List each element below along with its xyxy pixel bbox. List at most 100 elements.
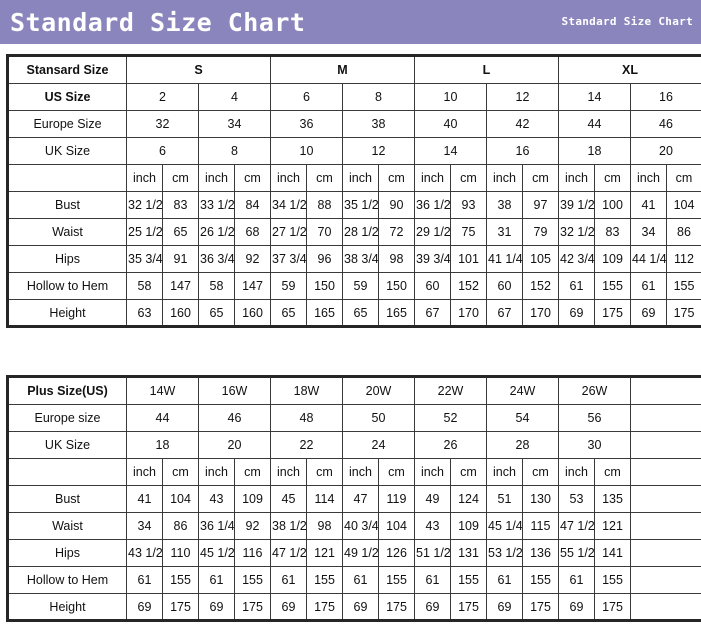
measurement-value: 155 (450, 566, 487, 594)
size-value: 12 (486, 83, 559, 111)
row-label-europe-size: Europe size (7, 404, 127, 432)
banner-subtitle: Standard Size Chart (561, 15, 693, 28)
measurement-value: 43 (414, 512, 451, 540)
unit-label-inch: inch (486, 164, 523, 192)
measurement-value: 150 (306, 272, 343, 300)
measurement-value: 104 (378, 512, 415, 540)
table-row: Waist 25 1/2 65 26 1/2 68 27 1/2 70 28 1/2 72 29 … (7, 218, 701, 246)
size-value: 36 (270, 110, 343, 138)
empty-trailing-cell (630, 376, 701, 405)
measurement-value: 49 (414, 485, 451, 513)
page-title: Standard Size Chart (10, 7, 306, 37)
size-value: 18 (558, 137, 631, 165)
measurement-value: 65 (342, 299, 379, 327)
measurement-value: 121 (594, 512, 631, 540)
row-label-waist: Waist (7, 218, 127, 246)
measurement-value: 155 (594, 566, 631, 594)
unit-label-inch: inch (270, 164, 307, 192)
measurement-value: 70 (306, 218, 343, 246)
measurement-value: 160 (234, 299, 271, 327)
measurement-value: 65 (162, 218, 199, 246)
measurement-value: 42 3/4 (558, 245, 595, 273)
measurement-value: 150 (378, 272, 415, 300)
measurement-value: 119 (378, 485, 415, 513)
measurement-value: 53 (558, 485, 595, 513)
size-group-L: L (414, 55, 559, 84)
plus-size-table: Plus Size(US) 14W 16W 18W 20W 22W 24W 26W Europe… (6, 375, 701, 622)
empty-trailing-cell (630, 566, 701, 594)
measurement-value: 61 (558, 566, 595, 594)
plus-size-14W: 14W (126, 376, 199, 405)
measurement-value: 67 (414, 299, 451, 327)
measurement-value: 69 (270, 593, 307, 621)
measurement-value: 44 1/4 (630, 245, 667, 273)
unit-label-cm: cm (594, 458, 631, 486)
size-value: 44 (126, 404, 199, 432)
measurement-value: 43 (198, 485, 235, 513)
measurement-value: 165 (306, 299, 343, 327)
measurement-value: 61 (270, 566, 307, 594)
measurement-value: 97 (522, 191, 559, 219)
size-value: 14 (558, 83, 631, 111)
measurement-value: 75 (450, 218, 487, 246)
measurement-value: 116 (234, 539, 271, 567)
measurement-value: 41 1/4 (486, 245, 523, 273)
unit-label-cm: cm (450, 458, 487, 486)
table-row: US Size 2 4 6 8 10 12 14 16 (7, 83, 701, 111)
empty-trailing-cell (630, 431, 701, 459)
measurement-value: 109 (234, 485, 271, 513)
unit-label-inch: inch (342, 458, 379, 486)
table-row: Height 63 160 65 160 65 165 65 165 67 170 67 170 69 17… (7, 299, 701, 327)
measurement-value: 110 (162, 539, 199, 567)
row-label-us-size: US Size (7, 83, 127, 111)
unit-label-inch: inch (486, 458, 523, 486)
measurement-value: 65 (270, 299, 307, 327)
size-value: 56 (558, 404, 631, 432)
size-value: 34 (198, 110, 271, 138)
measurement-value: 34 1/2 (270, 191, 307, 219)
measurement-value: 100 (594, 191, 631, 219)
unit-label-cm: cm (234, 458, 271, 486)
unit-label-inch: inch (342, 164, 379, 192)
unit-label-inch: inch (414, 458, 451, 486)
plus-size-22W: 22W (414, 376, 487, 405)
table-row: Height 69 175 69 175 69 175 69 175 69 175 69 175 69 17… (7, 593, 701, 621)
measurement-value: 61 (630, 272, 667, 300)
measurement-value: 59 (270, 272, 307, 300)
empty-trailing-cell (630, 593, 701, 621)
size-value: 46 (630, 110, 701, 138)
size-value: 12 (342, 137, 415, 165)
row-label-hollow-to-hem: Hollow to Hem (7, 566, 127, 594)
table-row: Bust 32 1/2 83 33 1/2 84 34 1/2 88 35 1/2 90 36 1… (7, 191, 701, 219)
size-value: 46 (198, 404, 271, 432)
row-label-waist: Waist (7, 512, 127, 540)
unit-label-cm: cm (522, 164, 559, 192)
measurement-value: 69 (198, 593, 235, 621)
unit-label-inch: inch (198, 458, 235, 486)
row-label-hollow-to-hem: Hollow to Hem (7, 272, 127, 300)
measurement-value: 60 (486, 272, 523, 300)
unit-label-inch: inch (126, 458, 163, 486)
measurement-value: 130 (522, 485, 559, 513)
measurement-value: 47 (342, 485, 379, 513)
measurement-value: 58 (198, 272, 235, 300)
measurement-value: 69 (558, 299, 595, 327)
measurement-value: 31 (486, 218, 523, 246)
measurement-value: 49 1/2 (342, 539, 379, 567)
row-label-hips: Hips (7, 245, 127, 273)
measurement-value: 155 (522, 566, 559, 594)
size-value: 50 (342, 404, 415, 432)
unit-header-row: inch cm inch cm inch cm inch cm inch cm inch cm inch… (7, 458, 701, 486)
measurement-value: 175 (594, 593, 631, 621)
size-value: 52 (414, 404, 487, 432)
measurement-value: 69 (342, 593, 379, 621)
measurement-value: 45 1/2 (198, 539, 235, 567)
measurement-value: 51 1/2 (414, 539, 451, 567)
size-value: 30 (558, 431, 631, 459)
measurement-value: 60 (414, 272, 451, 300)
unit-label-inch: inch (558, 458, 595, 486)
measurement-value: 27 1/2 (270, 218, 307, 246)
row-label-europe-size: Europe Size (7, 110, 127, 138)
measurement-value: 69 (630, 299, 667, 327)
size-value: 18 (126, 431, 199, 459)
